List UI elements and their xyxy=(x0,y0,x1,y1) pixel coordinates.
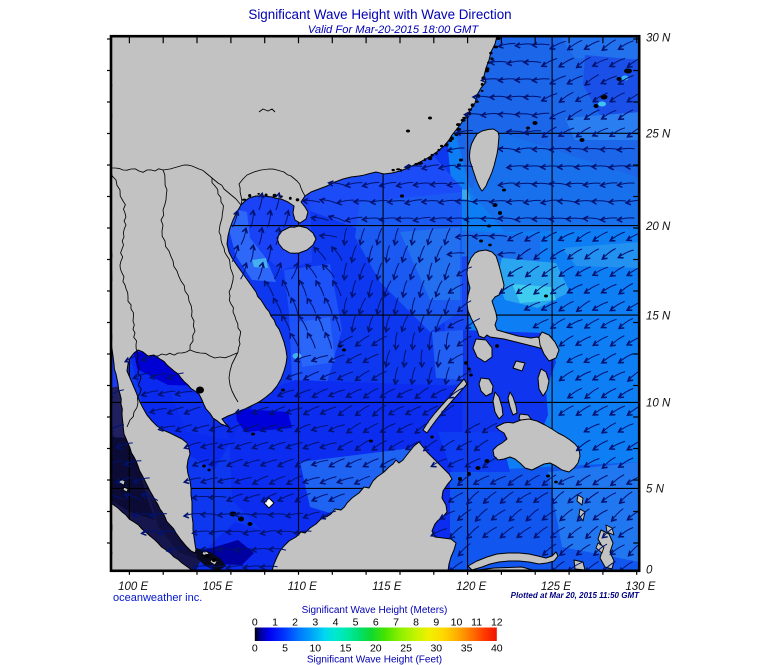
svg-text:Significant Wave Height with W: Significant Wave Height with Wave Direct… xyxy=(248,7,511,22)
svg-text:6: 6 xyxy=(373,617,379,629)
svg-text:125 E: 125 E xyxy=(541,581,571,593)
svg-text:40: 40 xyxy=(491,643,503,655)
svg-text:5: 5 xyxy=(353,617,359,629)
svg-text:110 E: 110 E xyxy=(288,581,318,593)
svg-text:11: 11 xyxy=(471,617,482,629)
svg-text:Significant Wave Height (Meter: Significant Wave Height (Meters) xyxy=(302,605,448,616)
svg-text:2: 2 xyxy=(292,617,298,629)
svg-text:10: 10 xyxy=(309,643,321,655)
svg-text:0: 0 xyxy=(252,617,258,629)
svg-text:120 E: 120 E xyxy=(456,581,486,593)
svg-text:100 E: 100 E xyxy=(118,581,148,593)
svg-text:10: 10 xyxy=(451,617,463,629)
svg-text:8: 8 xyxy=(413,617,419,629)
svg-text:12: 12 xyxy=(491,617,503,629)
svg-text:30 N: 30 N xyxy=(646,32,671,44)
svg-text:3: 3 xyxy=(312,617,318,629)
svg-text:9: 9 xyxy=(433,617,439,629)
svg-text:0: 0 xyxy=(646,565,653,577)
svg-text:5: 5 xyxy=(282,643,288,655)
svg-text:0: 0 xyxy=(252,643,258,655)
svg-text:20 N: 20 N xyxy=(645,221,671,233)
svg-text:5 N: 5 N xyxy=(646,484,665,496)
svg-text:15: 15 xyxy=(340,643,352,655)
svg-text:105 E: 105 E xyxy=(203,581,233,593)
svg-text:oceanweather inc.: oceanweather inc. xyxy=(113,592,202,604)
svg-text:10 N: 10 N xyxy=(646,398,671,410)
svg-text:30: 30 xyxy=(430,643,442,655)
svg-text:1: 1 xyxy=(272,617,278,629)
svg-text:35: 35 xyxy=(461,643,473,655)
svg-text:7: 7 xyxy=(393,617,399,629)
svg-text:115 E: 115 E xyxy=(372,581,402,593)
svg-text:25: 25 xyxy=(400,643,412,655)
svg-text:4: 4 xyxy=(333,617,339,629)
svg-text:25 N: 25 N xyxy=(645,129,671,141)
svg-text:Plotted at Mar 20, 2015 11:50: Plotted at Mar 20, 2015 11:50 GMT xyxy=(511,591,640,600)
svg-text:Valid For Mar-20-2015 18:00 GM: Valid For Mar-20-2015 18:00 GMT xyxy=(308,24,480,36)
svg-text:130 E: 130 E xyxy=(625,581,655,593)
svg-text:Significant Wave Height (Feet): Significant Wave Height (Feet) xyxy=(307,655,442,665)
svg-text:15 N: 15 N xyxy=(646,310,671,322)
svg-text:20: 20 xyxy=(370,643,382,655)
